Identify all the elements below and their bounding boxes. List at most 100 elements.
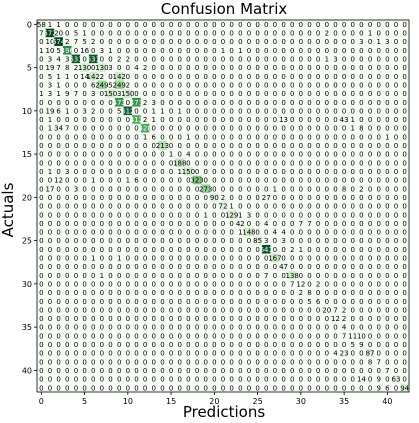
cell-value-label: 0 — [229, 298, 233, 306]
cell-value-label: 0 — [152, 185, 156, 193]
cell-value-label: 0 — [299, 73, 303, 81]
cell-value-label: 0 — [65, 142, 69, 150]
cell-value-label: 631 — [87, 56, 100, 64]
cell-value-label: 0 — [316, 64, 320, 72]
cell-value-label: 0 — [56, 168, 60, 176]
cell-value-label: 0 — [65, 30, 69, 38]
cell-value-label: 0 — [82, 203, 86, 211]
cell-value-label: 0 — [394, 107, 398, 115]
cell-value-label: 1 — [91, 255, 95, 263]
cell-value-label: 0 — [351, 315, 355, 323]
cell-value-label: 0 — [117, 185, 121, 193]
cell-value-label: 0 — [247, 220, 251, 228]
cell-value-label: 0 — [281, 246, 285, 254]
cell-value-label: 0 — [333, 384, 337, 392]
cell-value-label: 0 — [117, 272, 121, 280]
cell-value-label: 0 — [264, 168, 268, 176]
cell-value-label: 0 — [186, 376, 190, 384]
cell-value-label: 0 — [255, 358, 259, 366]
cell-value-label: 0 — [195, 30, 199, 38]
cell-value-label: 0 — [117, 133, 121, 141]
x-tick-label: 0 — [39, 397, 44, 406]
cell-value-label: 0 — [91, 21, 95, 29]
cell-value-label: 0 — [281, 21, 285, 29]
cell-value-label: 0 — [376, 142, 380, 150]
cell-value-label: 0 — [299, 116, 303, 124]
cell-value-label: 0 — [351, 64, 355, 72]
cell-value-label: 0 — [100, 142, 104, 150]
cell-value-label: 0 — [82, 21, 86, 29]
cell-value-label: 0 — [91, 332, 95, 340]
cell-value-label: 0 — [143, 384, 147, 392]
cell-value-label: 0 — [273, 73, 277, 81]
cell-value-label: 0 — [385, 81, 389, 89]
cell-value-label: 0 — [178, 142, 182, 150]
cell-value-label: 0 — [307, 376, 311, 384]
cell-value-label: 0 — [74, 116, 78, 124]
cell-value-label: 0 — [39, 107, 43, 115]
cell-value-label: 10 — [357, 332, 366, 340]
cell-value-label: 0 — [255, 263, 259, 271]
cell-value-label: 0 — [152, 298, 156, 306]
cell-value-label: 0 — [325, 81, 329, 89]
cell-value-label: 0 — [281, 38, 285, 46]
cell-value-label: 0 — [169, 177, 173, 185]
cell-value-label: 0 — [368, 246, 372, 254]
cell-value-label: 0 — [273, 133, 277, 141]
cell-value-label: 0 — [376, 177, 380, 185]
cell-value-label: 0 — [394, 306, 398, 314]
cell-value-label: 0 — [229, 263, 233, 271]
cell-value-label: 0 — [307, 30, 311, 38]
cell-value-label: 0 — [333, 376, 337, 384]
cell-value-label: 0 — [351, 289, 355, 297]
cell-value-label: 0 — [368, 194, 372, 202]
cell-value-label: 0 — [229, 367, 233, 375]
cell-value-label: 0 — [394, 159, 398, 167]
cell-value-label: 0 — [143, 151, 147, 159]
cell-value-label: 0 — [281, 168, 285, 176]
cell-value-label: 0 — [299, 159, 303, 167]
cell-value-label: 0 — [402, 376, 406, 384]
cell-value-label: 0 — [74, 229, 78, 237]
cell-value-label: 0 — [290, 315, 294, 323]
cell-value-label: 0 — [333, 272, 337, 280]
cell-value-label: 0 — [299, 107, 303, 115]
cell-value-label: 0 — [368, 384, 372, 392]
cell-value-label: 0 — [316, 90, 320, 98]
cell-value-label: 0 — [255, 38, 259, 46]
cell-value-label: 0 — [186, 125, 190, 133]
cell-value-label: 0 — [247, 384, 251, 392]
cell-value-label: 0 — [82, 99, 86, 107]
cell-value-label: 0 — [359, 350, 363, 358]
cell-value-label: 0 — [368, 56, 372, 64]
cell-value-label: 0 — [195, 376, 199, 384]
cell-value-label: 0 — [238, 306, 242, 314]
cell-value-label: 0 — [351, 177, 355, 185]
x-tick-label: 15 — [166, 397, 176, 406]
cell-value-label: 0 — [264, 263, 268, 271]
cell-value-label: 0 — [108, 376, 112, 384]
cell-value-label: 0 — [255, 151, 259, 159]
cell-value-label: 0 — [56, 255, 60, 263]
cell-value-label: 0 — [376, 341, 380, 349]
cell-value-label: 0 — [255, 376, 259, 384]
cell-value-label: 0 — [368, 298, 372, 306]
cell-value-label: 3 — [48, 56, 52, 64]
cell-value-label: 0 — [290, 376, 294, 384]
cell-value-label: 0 — [247, 99, 251, 107]
cell-value-label: 0 — [307, 56, 311, 64]
cell-value-label: 0 — [351, 30, 355, 38]
cell-value-label: 0 — [169, 211, 173, 219]
cell-value-label: 0 — [368, 280, 372, 288]
cell-value-label: 0 — [134, 168, 138, 176]
cell-value-label: 0 — [281, 315, 285, 323]
cell-value-label: 0 — [238, 358, 242, 366]
cell-value-label: 0 — [351, 272, 355, 280]
cell-value-label: 9 — [65, 90, 69, 98]
cell-value-label: 0 — [203, 324, 207, 332]
cell-value-label: 0 — [39, 81, 43, 89]
cell-value-label: 1 — [368, 30, 372, 38]
cell-value-label: 0 — [351, 56, 355, 64]
cell-value-label: 0 — [126, 203, 130, 211]
cell-value-label: 0 — [342, 367, 346, 375]
